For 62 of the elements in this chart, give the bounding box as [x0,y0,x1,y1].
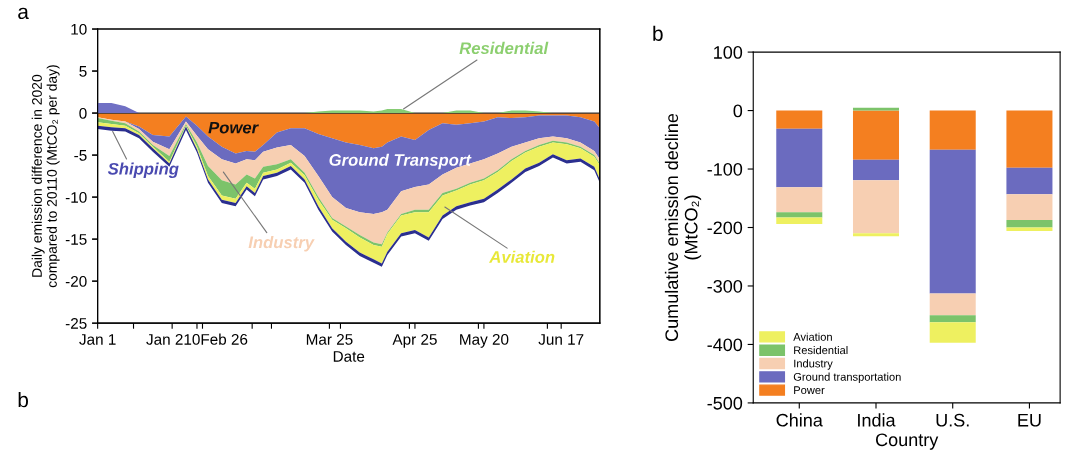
legend-label: Power [794,386,825,395]
y-tick-label: -5 [74,150,87,161]
bar [1006,219,1053,228]
y-tick-label: 0 [733,104,743,118]
bar [929,315,976,323]
text: b [18,391,29,408]
bar [1006,110,1053,168]
legend-label: Aviation [793,332,832,341]
text: Aviation [488,250,555,263]
x-tick-label: Jun 17 [538,334,584,345]
x-tick-label: U.S. [936,413,969,427]
bar [1006,194,1053,220]
x-tick-label: EU [1018,413,1041,427]
y-tick-label: 100 [714,46,743,59]
bar [776,212,823,218]
bar [929,322,976,343]
series-label: Ground Transport [329,153,472,170]
bar [852,110,900,160]
legend-label: Residential [794,345,848,355]
bar [929,149,976,294]
x-tick-label: May 20 [460,333,509,348]
y-tick-label: -200 [707,221,743,235]
bar [776,187,823,213]
bar [852,159,900,181]
y-tick-label: -400 [707,338,743,352]
chart-title: a [18,7,29,20]
y-tick-label: -15 [65,234,87,245]
legend-label: Ground transportation [793,372,901,383]
y-tick-label: 5 [79,66,87,77]
y-tick-label: 10 [71,23,87,35]
text: Residential [459,41,549,55]
bar [776,217,823,224]
x-axis-title: Country [875,433,939,450]
series-label: Industry [248,235,315,252]
bar [929,293,976,316]
y-tick-label: -100 [707,162,743,176]
x-axis-title: Date [333,351,365,362]
y-axis-title: Daily emission difference in 2020 compared to 20110 (MtCO₂ per day) [31,65,60,288]
bar [776,110,823,129]
legend-label: Industry [794,359,833,370]
y-tick-label: -20 [65,276,87,287]
y-tick-label: -25 [65,318,87,329]
y-tick-label: 0 [79,107,87,119]
bar [852,233,900,237]
chart-title: b [653,25,663,41]
series-label: Shipping [107,162,179,178]
bar [929,110,976,150]
x-tick-label: Apr 25 [392,333,437,348]
bar [852,180,900,234]
bar [852,107,900,111]
x-tick-label: Jan 210Feb 26 [146,333,248,345]
x-tick-label: Mar 25 [306,333,353,345]
x-tick-label: China [776,413,823,427]
y-tick-label: -500 [707,396,743,410]
y-tick-label: -300 [707,279,743,293]
y-tick-label: -10 [65,191,87,203]
bar [1006,167,1053,195]
bar [776,128,823,188]
y-axis-title: Cumulative emission decline (MtCO₂) [664,113,702,341]
x-tick-label: Jan 1 [79,334,116,345]
x-tick-label: India [858,413,896,427]
series-label: Power [208,121,259,134]
